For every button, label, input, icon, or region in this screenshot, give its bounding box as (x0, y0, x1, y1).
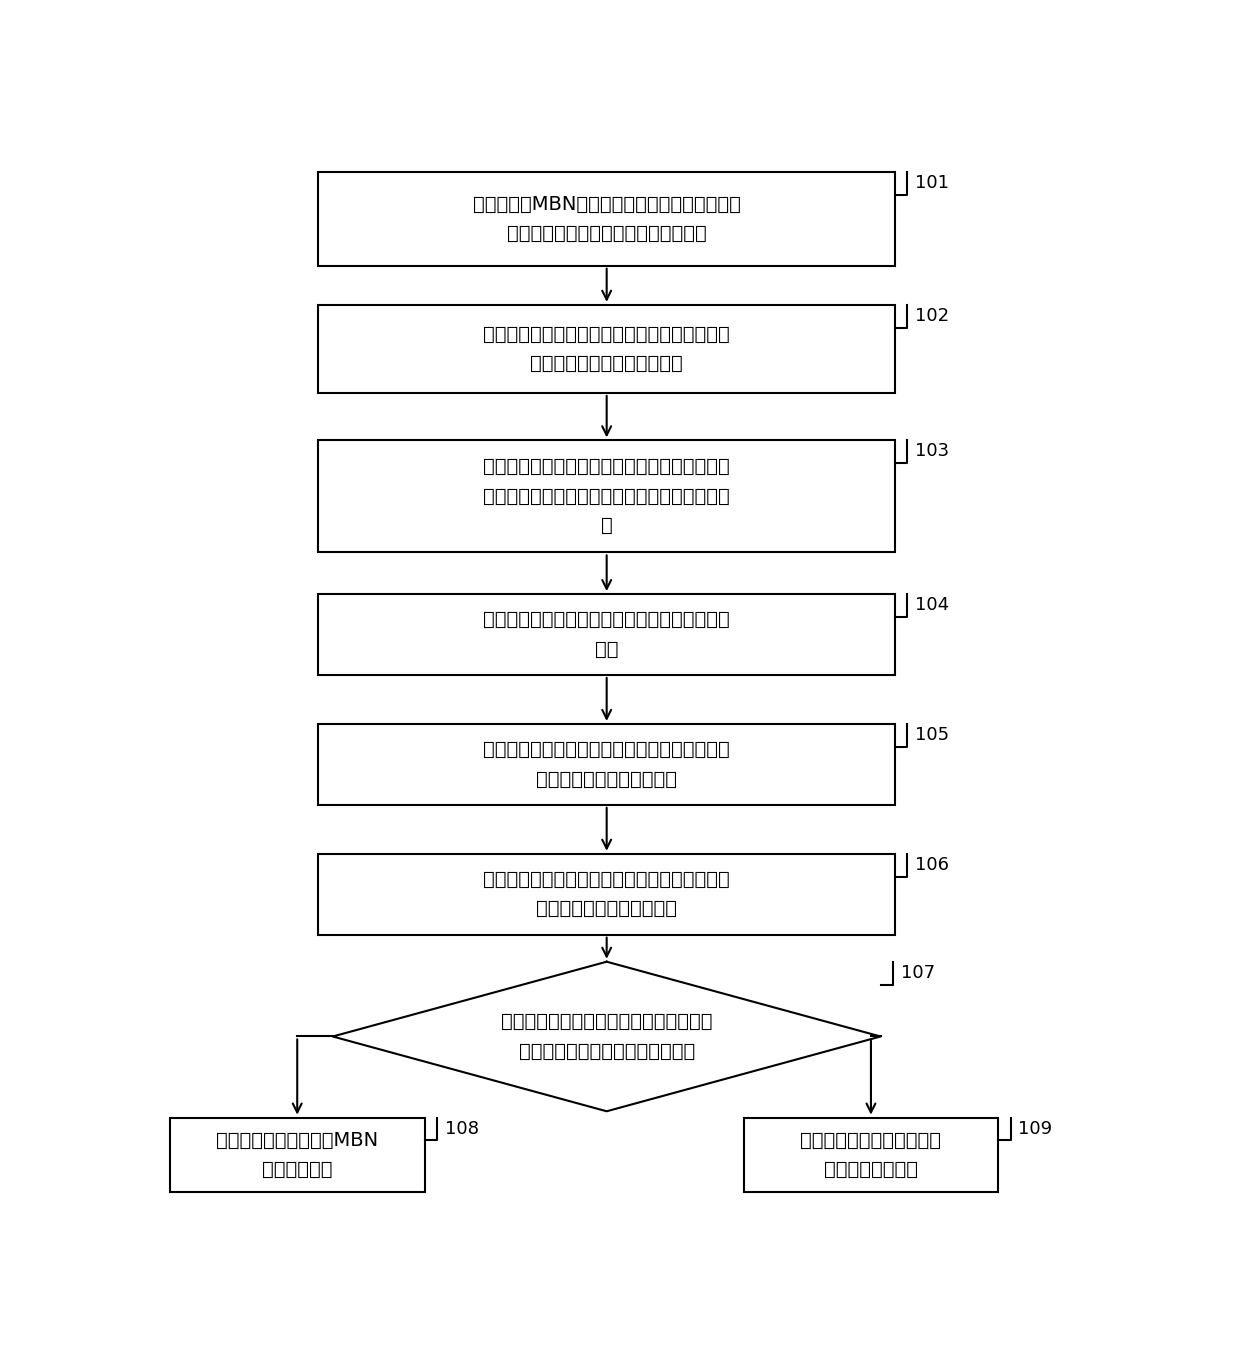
Bar (319, 594, 895, 674)
Text: 根据第一信号波峰值累加和与信号段叠加次数的
比值，得到第一平均波峰值: 根据第一信号波峰值累加和与信号段叠加次数的 比值，得到第一平均波峰值 (484, 741, 730, 789)
Text: 对获取到的MBN信号分别进行高通滤波和低通滤
波，得到高频噪声信号和低频正弦信号: 对获取到的MBN信号分别进行高通滤波和低通滤 波，得到高频噪声信号和低频正弦信号 (472, 194, 740, 243)
Text: 以低频正弦信号的零点为划分点，将高频噪声信
号划分为连续的若干个信号段: 以低频正弦信号的零点为划分点，将高频噪声信 号划分为连续的若干个信号段 (484, 325, 730, 374)
Text: 将第一信号段的下一个信号
段设为第一信号段: 将第一信号段的下一个信号 段设为第一信号段 (801, 1130, 941, 1179)
Text: 108: 108 (445, 1120, 479, 1137)
Text: 106: 106 (915, 855, 949, 874)
Text: 104: 104 (915, 596, 950, 614)
Text: 109: 109 (1018, 1120, 1053, 1137)
Text: 103: 103 (915, 442, 950, 460)
Bar (319, 440, 895, 553)
Text: 提取叠加后的第一信号段至起始信号段的信号波
峰值: 提取叠加后的第一信号段至起始信号段的信号波 峰值 (484, 610, 730, 658)
Text: 101: 101 (915, 174, 949, 193)
Bar (319, 854, 895, 935)
Bar (744, 1117, 998, 1193)
Text: 102: 102 (915, 306, 950, 325)
Text: 将第一平均波峰值设为MBN
信号的特征值: 将第一平均波峰值设为MBN 信号的特征值 (216, 1130, 378, 1179)
Text: 基于各个信号段的顺序关系，将第一信号段与第
二信号段进行信号叠加，得到叠加后的第一信号
段: 基于各个信号段的顺序关系，将第一信号段与第 二信号段进行信号叠加，得到叠加后的第… (484, 457, 730, 536)
Text: 107: 107 (900, 963, 935, 982)
Text: 根据第二信号波峰值累加和与信号段叠加次数的
比值，得到第二平均波峰值: 根据第二信号波峰值累加和与信号段叠加次数的 比值，得到第二平均波峰值 (484, 870, 730, 919)
Text: 判断第一平均波峰值和第二平均波峰值的
相对误差是否小于预置的误差阈值: 判断第一平均波峰值和第二平均波峰值的 相对误差是否小于预置的误差阈值 (501, 1012, 713, 1060)
Bar (170, 1117, 424, 1193)
Bar (319, 724, 895, 805)
Bar (319, 173, 895, 266)
Bar (319, 305, 895, 393)
Text: 105: 105 (915, 726, 950, 743)
